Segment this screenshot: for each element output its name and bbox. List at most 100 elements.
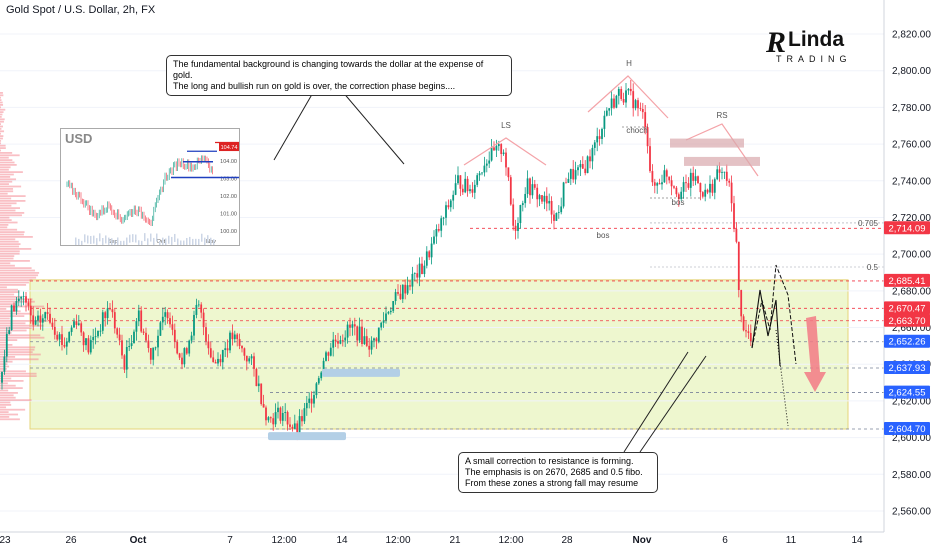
candle-body [130,343,133,346]
volume-profile-bar [0,147,6,149]
price-tag [884,221,930,235]
inset-volume-bar [99,233,101,242]
candle-body [358,326,361,341]
volume-profile-bar [0,296,22,298]
candle-body [123,355,126,370]
candle-body [687,183,690,188]
candle-body [65,341,68,347]
inset-y-tick: 100.00 [220,229,237,235]
candle-body [627,88,630,91]
candle-body [713,179,716,193]
candle-body [10,305,13,331]
x-tick-label: Nov [633,535,652,546]
inset-volume-bar [123,240,125,245]
inset-y-tick: 103.00 [220,177,237,183]
candle-body [346,324,349,338]
y-tick-label: 2,760.00 [892,140,931,151]
candle-body [716,169,719,180]
volume-profile-bar [0,123,1,125]
candle-body [538,195,541,200]
candle-body [205,327,207,342]
candle-body [49,313,51,323]
usd-inset-title: USD [65,131,93,146]
candle-body [581,164,584,169]
candle-body [133,331,135,344]
candle-body [593,142,596,148]
inset-y-tick: 104.00 [220,159,237,165]
volume-profile-bar [0,351,33,353]
volume-profile-bar [0,310,21,313]
volume-profile-bar [0,327,32,329]
brand-logo: R Linda TRADING [764,24,847,68]
volume-profile-bar [0,370,26,373]
volume-profile-bar [0,132,1,135]
volume-profile-bar [0,219,12,221]
candle-body [658,183,661,185]
volume-profile-bar [0,226,8,229]
volume-profile-bar [0,159,13,161]
candle-body [617,88,620,96]
candle-body [70,327,73,333]
price-tag [884,334,930,348]
volume-profile-bar [0,336,45,339]
top-callout-line-1: The fundamental background is changing t… [173,59,484,80]
candle-body [128,345,131,347]
volume-profile-bar [0,116,2,118]
volume-profile-bar [0,408,26,411]
volume-profile-bar [0,171,23,173]
inset-volume-bar [96,238,98,245]
volume-profile-bar [0,416,10,418]
candle-body [745,330,747,332]
candle-body [97,330,99,337]
candle-body [505,152,507,168]
candle-body [190,335,193,341]
price-tag-label: 2,604.70 [889,424,926,435]
candle-body [454,183,457,195]
volume-profile-bar [0,389,9,392]
candle-body [605,110,608,116]
inset-price-tag-label: 104.74 [221,145,238,151]
candle-body [519,205,522,224]
volume-profile-bar [0,358,39,361]
price-tag-label: 2,670.47 [889,303,926,314]
inset-volume-bar [147,238,149,245]
volume-profile-bar [0,92,3,94]
inset-volume-bar [171,236,173,245]
x-tick-label: 12:00 [385,535,410,546]
candle-body [380,322,383,328]
candle-body [452,194,455,201]
candle-body [632,91,635,109]
candle-body [181,357,183,365]
candle-body [685,182,687,184]
candle-body [536,187,539,200]
y-tick-label: 2,660.00 [892,323,931,334]
candle-body [349,324,351,328]
candle-body [106,308,109,319]
candle-body [13,305,15,312]
volume-profile-bar [0,348,35,351]
candle-body [421,263,423,275]
candle-body [557,212,560,214]
volume-profile-bar [0,274,39,277]
x-tick-label: 11 [786,535,797,546]
candle-body [404,284,407,294]
volume-profile-bar [0,137,3,140]
candle-body [445,205,447,218]
candle-body [644,112,647,128]
candle-body [243,348,246,356]
volume-profile-bar [0,149,1,152]
candle-body [692,172,695,181]
candle-body [332,339,335,348]
candle-body [709,183,711,193]
candle-body [101,312,104,331]
candle-body [680,191,683,199]
candle-body [22,296,25,298]
candle-body [584,168,587,174]
candle-body [109,308,111,310]
inset-volume-bar [162,237,164,245]
candle-body [253,356,255,369]
volume-profile-bar [0,113,3,116]
candle-body [116,328,119,335]
candle-body [334,339,337,342]
candle-body [34,320,37,325]
